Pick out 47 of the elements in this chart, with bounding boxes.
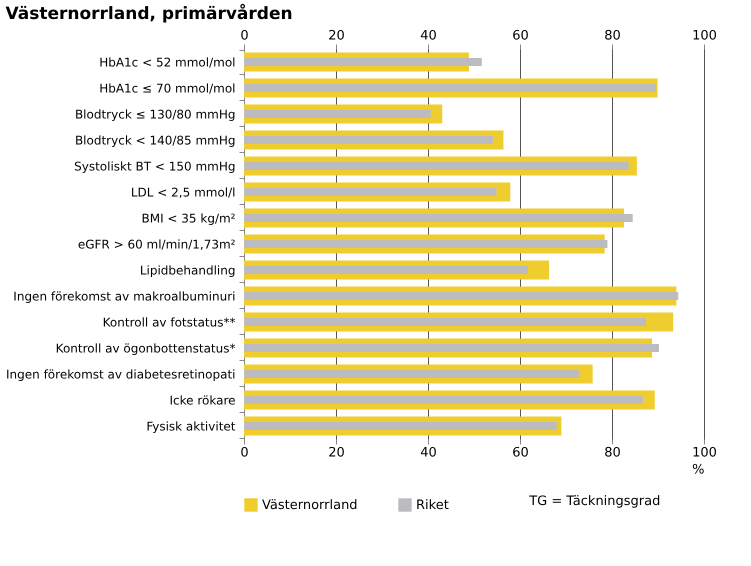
x-axis-title: % bbox=[692, 462, 704, 478]
bar bbox=[244, 318, 646, 326]
bar bbox=[244, 396, 643, 404]
x2-tick-label: 0 bbox=[240, 28, 249, 44]
bar bbox=[244, 344, 659, 352]
bar bbox=[244, 58, 482, 66]
y-tick-label: LDL < 2,5 mmol/l bbox=[130, 186, 236, 200]
text: TG = Täckningsgrad bbox=[528, 494, 660, 509]
legend-label: Västernorrland bbox=[262, 498, 358, 513]
y-tick-label: Ingen förekomst av diabetesretinopati bbox=[6, 368, 236, 382]
bar bbox=[244, 214, 633, 222]
x2-tick-label: 40 bbox=[420, 28, 437, 44]
bar bbox=[244, 422, 557, 430]
x2-tick-label: 20 bbox=[328, 28, 345, 44]
y-tick-label: Kontroll av ögonbottenstatus* bbox=[56, 342, 236, 356]
bar bbox=[244, 136, 493, 144]
bar bbox=[244, 292, 678, 300]
x-tick-label: 40 bbox=[420, 446, 437, 460]
x-tick-label: 60 bbox=[512, 446, 529, 460]
y-tick-label: eGFR > 60 ml/min/1,73m² bbox=[78, 238, 236, 252]
y-tick-label: Blodtryck < 140/85 mmHg bbox=[74, 134, 236, 148]
x-tick-label: 20 bbox=[328, 446, 345, 460]
chart-title: Västernorrland, primärvården bbox=[6, 3, 293, 24]
y-tick-label: Kontroll av fotstatus** bbox=[102, 316, 236, 330]
y-tick-label: Fysisk aktivitet bbox=[146, 420, 236, 434]
y-tick-label: Lipidbehandling bbox=[140, 264, 236, 278]
bar bbox=[244, 84, 656, 92]
y-tick-label: HbA1c ≤ 70 mmol/mol bbox=[99, 82, 236, 96]
y-tick-label: Systoliskt BT < 150 mmHg bbox=[74, 160, 236, 174]
y-tick-label: Ingen förekomst av makroalbuminuri bbox=[13, 290, 236, 304]
y-tick-label: Icke rökare bbox=[169, 394, 236, 408]
y-tick-label: Blodtryck ≤ 130/80 mmHg bbox=[74, 108, 236, 122]
bar bbox=[244, 110, 431, 118]
x2-tick-label: 80 bbox=[604, 28, 621, 44]
x-tick-label: 100 bbox=[692, 446, 717, 460]
bar bbox=[244, 266, 528, 274]
bar bbox=[244, 162, 629, 170]
y-tick-label: BMI < 35 kg/m² bbox=[141, 212, 236, 226]
legend-label: Riket bbox=[416, 498, 449, 513]
x-tick-label: 80 bbox=[604, 446, 621, 460]
bar bbox=[244, 240, 608, 248]
x2-tick-label: 60 bbox=[512, 28, 529, 44]
x2-tick-label: 100 bbox=[692, 28, 717, 44]
y-tick-label: HbA1c < 52 mmol/mol bbox=[99, 56, 236, 70]
bar bbox=[244, 188, 497, 196]
x-tick-label: 0 bbox=[240, 446, 249, 460]
bar bbox=[244, 370, 579, 378]
